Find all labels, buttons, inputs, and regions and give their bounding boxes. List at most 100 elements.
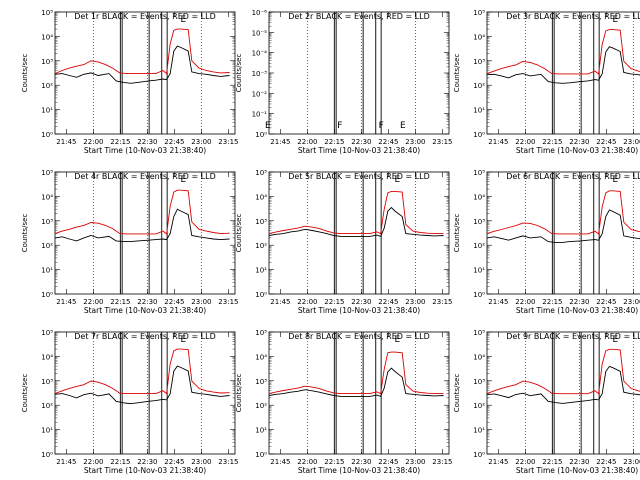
x-axis-label: Start Time (10-Nov-03 21:38:40) (298, 146, 420, 155)
y-tick-label: 10¹ (473, 267, 485, 275)
x-axis-label: Start Time (10-Nov-03 21:38:40) (516, 466, 638, 475)
x-tick-label: 21:45 (56, 138, 76, 146)
y-tick-label: 10⁴ (255, 193, 267, 201)
plot-frame (268, 11, 450, 135)
plot-frame (486, 171, 640, 295)
y-tick-label: 10⁰ (473, 291, 485, 299)
x-tick-label: 21:45 (56, 458, 76, 466)
y-tick-label: 10³ (41, 378, 53, 386)
x-tick-label: 22:15 (324, 138, 344, 146)
detector-panel: Det 5r BLACK = Events, RED = LLD 10⁰ 10¹ 10… (235, 169, 452, 315)
y-tick-label: 10² (255, 402, 267, 410)
y-tick-label: 10⁵ (41, 9, 53, 17)
x-tick-label: 22:30 (569, 138, 589, 146)
y-axis-label: Counts/sec (453, 54, 461, 93)
y-tick-label: 10⁻² (252, 90, 268, 98)
x-tick-label: 22:45 (378, 458, 398, 466)
y-axis-label: Counts/sec (235, 54, 243, 93)
detector-panel: Det 3r BLACK = Events, RED = LLD 10⁰ 10¹ 10… (453, 9, 640, 155)
x-tick-label: 22:45 (596, 138, 616, 146)
x-tick-label: 22:15 (324, 298, 344, 306)
events-series-line (268, 206, 444, 237)
x-tick-label: 21:45 (270, 138, 290, 146)
x-tick-label: 23:15 (218, 298, 238, 306)
detector-panel: Det 1r BLACK = Events, RED = LLD 10⁰ 10¹ 10… (21, 9, 238, 155)
x-tick-label: 23:00 (191, 138, 211, 146)
x-tick-label: 21:45 (488, 298, 508, 306)
x-tick-label: 23:00 (191, 298, 211, 306)
flag-label: E (395, 335, 401, 345)
lld-series-line (54, 28, 230, 75)
panel-title: Det 1r BLACK = Events, RED = LLD (74, 12, 216, 21)
y-tick-label: 10⁰ (473, 131, 485, 139)
x-tick-label: 23:15 (432, 298, 452, 306)
y-tick-label: 10¹ (41, 427, 53, 435)
y-axis-label: Counts/sec (21, 54, 29, 93)
events-series-line (486, 46, 640, 84)
events-series-line (268, 367, 444, 397)
x-tick-label: 22:45 (596, 298, 616, 306)
x-axis-label: Start Time (10-Nov-03 21:38:40) (516, 146, 638, 155)
x-axis-label: Start Time (10-Nov-03 21:38:40) (298, 466, 420, 475)
events-series-line (54, 45, 230, 84)
y-tick-label: 10³ (473, 58, 485, 66)
y-tick-label: 10⁵ (41, 169, 53, 177)
y-tick-label: 10⁰ (255, 291, 267, 299)
x-tick-label: 22:30 (137, 458, 157, 466)
y-tick-label: 10¹ (255, 267, 267, 275)
flag-label: E (613, 175, 619, 185)
lld-series-line (486, 29, 640, 75)
x-tick-label: 23:00 (405, 458, 425, 466)
y-tick-label: 10³ (41, 58, 53, 66)
panel-title: Det 5r BLACK = Events, RED = LLD (288, 172, 430, 181)
x-tick-label: 22:00 (297, 138, 317, 146)
y-tick-label: 10⁰ (41, 131, 53, 139)
y-tick-label: 10⁵ (41, 329, 53, 337)
lld-series-line (54, 348, 230, 395)
y-axis-label: Counts/sec (453, 214, 461, 253)
y-tick-label: 10¹ (41, 107, 53, 115)
x-tick-label: 22:00 (83, 298, 103, 306)
x-tick-label: 22:15 (542, 458, 562, 466)
x-tick-label: 21:45 (270, 298, 290, 306)
y-tick-label: 10¹ (473, 107, 485, 115)
y-tick-label: 10⁵ (473, 9, 485, 17)
x-axis-label: Start Time (10-Nov-03 21:38:40) (516, 306, 638, 315)
y-axis-label: Counts/sec (21, 374, 29, 413)
events-series-line (486, 209, 640, 243)
x-tick-label: 22:15 (110, 138, 130, 146)
x-tick-label: 22:30 (351, 298, 371, 306)
lld-series-line (268, 351, 444, 395)
x-axis-label: Start Time (10-Nov-03 21:38:40) (298, 306, 420, 315)
y-tick-label: 10⁰ (41, 451, 53, 459)
y-tick-label: 10² (473, 242, 485, 250)
x-tick-label: 23:00 (405, 298, 425, 306)
x-tick-label: 21:45 (488, 458, 508, 466)
x-tick-label: 22:30 (137, 298, 157, 306)
y-tick-label: 10¹ (473, 427, 485, 435)
y-tick-label: 10¹ (255, 427, 267, 435)
events-series-line (54, 365, 230, 405)
plot-frame (486, 11, 640, 135)
detector-panel: Det 2r BLACK = Events, RED = LLD 10⁰ 10⁻¹ 1… (235, 9, 452, 155)
panel-title: Det 2r BLACK = Events, RED = LLD (288, 12, 430, 21)
x-tick-label: 23:15 (218, 458, 238, 466)
y-tick-label: 10⁻⁶ (252, 9, 268, 17)
y-tick-label: 10⁵ (473, 329, 485, 337)
plot-frame (54, 331, 236, 455)
y-tick-label: 10⁰ (473, 451, 485, 459)
x-tick-label: 22:15 (110, 458, 130, 466)
y-tick-label: 10¹ (41, 267, 53, 275)
y-axis-label: Counts/sec (235, 374, 243, 413)
y-axis-label: Counts/sec (453, 374, 461, 413)
y-tick-label: 10⁻⁴ (252, 50, 268, 58)
flag-label: E (265, 121, 271, 131)
x-tick-label: 22:15 (542, 138, 562, 146)
y-tick-label: 10⁴ (255, 353, 267, 361)
y-tick-label: 10² (473, 402, 485, 410)
x-tick-label: 22:00 (515, 138, 535, 146)
x-axis-label: Start Time (10-Nov-03 21:38:40) (84, 146, 206, 155)
x-tick-label: 21:45 (270, 458, 290, 466)
panel-title: Det 8r BLACK = Events, RED = LLD (288, 332, 430, 341)
